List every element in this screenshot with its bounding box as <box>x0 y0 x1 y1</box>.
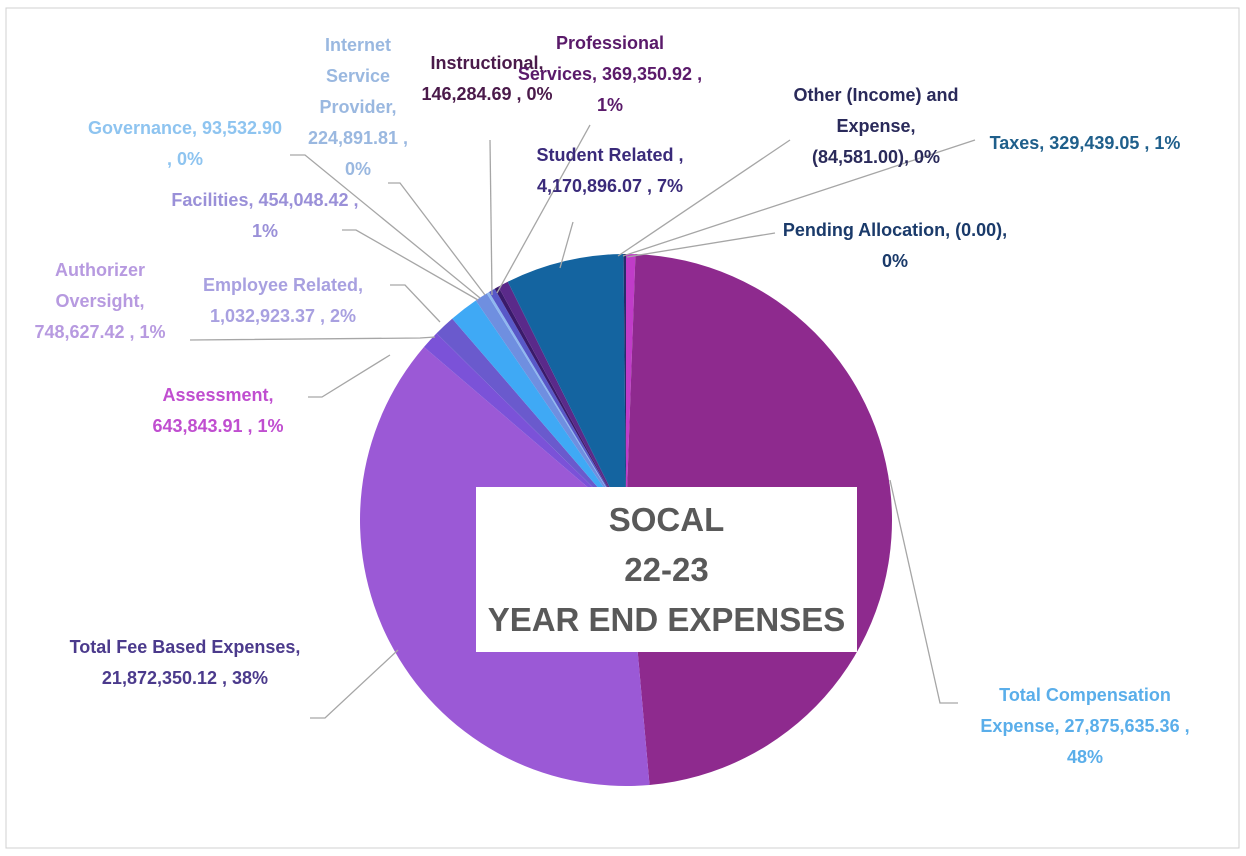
data-label: Taxes, 329,439.05 , 1% <box>989 133 1181 153</box>
pie-slice <box>475 293 626 520</box>
leader-lines <box>189 124 976 719</box>
chart-border <box>5 7 1240 849</box>
data-label: Total Compensation Expense, 27,875,635.3… <box>980 685 1190 767</box>
data-label: Assessment, 643,843.91 , 1% <box>152 385 284 436</box>
data-label: Employee Related, 1,032,923.37 , 2% <box>202 275 364 326</box>
pie-slice <box>494 286 626 520</box>
pie-slice <box>486 291 626 520</box>
chart-title: SOCAL 22-23 YEAR END EXPENSES <box>476 487 857 652</box>
pie-slice <box>626 254 636 520</box>
title-line: SOCAL <box>608 501 725 538</box>
data-label: Other (Income) and Expense, (84,581.00),… <box>793 85 959 167</box>
data-label: Internet Service Provider, 224,891.81 , … <box>307 35 409 179</box>
pie-slice <box>452 300 626 520</box>
pie-slice <box>489 288 626 520</box>
pie-slice <box>623 254 626 520</box>
pie-slice <box>436 318 626 520</box>
pie-slice <box>507 254 626 520</box>
title-line: 22-23 <box>624 551 709 588</box>
data-label: Professional Services, 369,350.92 , 1% <box>517 33 703 115</box>
pie-slice <box>423 333 626 520</box>
pie-slice <box>498 281 626 520</box>
data-label: Authorizer Oversight, 748,627.42 , 1% <box>34 260 166 342</box>
data-label: Total Fee Based Expenses, 21,872,350.12 … <box>69 637 301 688</box>
data-label: Governance, 93,532.90 , 0% <box>87 118 283 169</box>
data-label: Pending Allocation, (0.00), 0% <box>782 220 1008 271</box>
title-line: YEAR END EXPENSES <box>487 601 846 638</box>
data-label: Facilities, 454,048.42 , 1% <box>171 190 359 241</box>
data-label: Instructional, 146,284.69 , 0% <box>421 53 553 104</box>
data-label: Student Related , 4,170,896.07 , 7% <box>536 145 684 196</box>
